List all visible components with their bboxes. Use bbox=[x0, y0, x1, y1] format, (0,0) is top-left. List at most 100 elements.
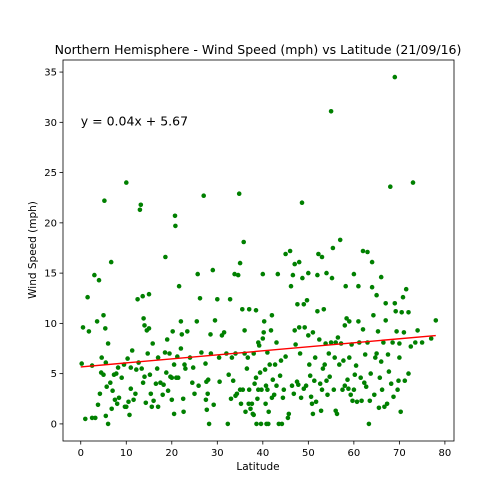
data-point bbox=[296, 325, 302, 330]
data-point bbox=[251, 412, 256, 418]
data-point bbox=[241, 239, 246, 245]
data-point bbox=[295, 302, 300, 307]
data-point bbox=[274, 340, 279, 345]
data-point bbox=[358, 375, 364, 381]
data-point bbox=[340, 387, 345, 393]
data-point bbox=[328, 109, 334, 114]
data-point bbox=[368, 371, 374, 376]
data-point bbox=[165, 388, 171, 394]
data-point bbox=[135, 297, 140, 302]
data-point bbox=[396, 378, 401, 384]
data-point bbox=[325, 392, 330, 398]
data-point bbox=[205, 391, 210, 397]
data-point bbox=[112, 397, 118, 403]
data-point bbox=[217, 379, 222, 385]
data-point bbox=[127, 412, 132, 418]
data-point bbox=[83, 416, 88, 422]
data-point bbox=[392, 301, 398, 306]
y-tick-label: 25 bbox=[44, 168, 57, 179]
data-point bbox=[248, 406, 253, 412]
data-point bbox=[210, 267, 216, 273]
data-point bbox=[263, 401, 268, 407]
data-point bbox=[312, 355, 318, 360]
y-axis-label: Wind Speed (mph) bbox=[27, 201, 39, 299]
data-point bbox=[408, 344, 414, 349]
data-point bbox=[335, 335, 341, 340]
data-point bbox=[279, 421, 285, 427]
data-point bbox=[79, 361, 84, 366]
data-point bbox=[235, 272, 241, 278]
data-point bbox=[266, 409, 272, 415]
data-point bbox=[237, 260, 243, 266]
data-point bbox=[151, 398, 156, 404]
x-tick-label: 80 bbox=[439, 448, 452, 459]
data-point bbox=[105, 341, 111, 346]
data-point bbox=[304, 298, 310, 303]
data-point bbox=[183, 366, 188, 371]
data-point bbox=[354, 399, 360, 405]
data-point bbox=[244, 366, 250, 371]
data-point bbox=[105, 421, 111, 427]
x-tick-label: 40 bbox=[256, 448, 269, 459]
data-point bbox=[359, 398, 364, 404]
data-point bbox=[262, 367, 268, 372]
data-point bbox=[296, 382, 301, 388]
data-point bbox=[176, 283, 182, 289]
data-point bbox=[225, 421, 231, 427]
data-point bbox=[190, 365, 196, 370]
data-point bbox=[278, 358, 284, 363]
data-point bbox=[385, 352, 391, 357]
data-point bbox=[288, 283, 294, 289]
y-tick-label: 5 bbox=[51, 369, 57, 380]
data-point bbox=[246, 387, 252, 393]
data-point bbox=[266, 421, 271, 427]
data-point bbox=[433, 318, 439, 323]
data-point bbox=[234, 391, 240, 397]
data-point bbox=[149, 404, 155, 410]
y-tick-label: 30 bbox=[44, 118, 57, 129]
x-tick-label: 50 bbox=[302, 448, 315, 459]
data-point bbox=[240, 307, 245, 312]
data-point bbox=[171, 411, 177, 417]
data-point bbox=[229, 355, 235, 360]
data-point bbox=[346, 386, 351, 392]
data-point bbox=[402, 378, 408, 384]
data-point bbox=[162, 350, 168, 355]
data-point bbox=[230, 378, 236, 384]
data-point bbox=[320, 366, 326, 371]
y-tick-label: 10 bbox=[44, 319, 57, 330]
data-point bbox=[332, 355, 338, 360]
data-point bbox=[252, 381, 257, 387]
data-point bbox=[167, 351, 172, 356]
data-point bbox=[371, 313, 376, 318]
data-point bbox=[141, 316, 146, 321]
data-point bbox=[375, 329, 381, 334]
data-point bbox=[275, 271, 281, 277]
data-point bbox=[285, 415, 291, 421]
x-tick-label: 70 bbox=[393, 448, 406, 459]
data-point bbox=[190, 380, 195, 386]
data-point bbox=[203, 397, 209, 403]
data-point bbox=[254, 421, 259, 427]
data-point bbox=[301, 302, 307, 307]
data-point bbox=[342, 383, 348, 389]
data-point bbox=[212, 318, 218, 323]
data-point bbox=[268, 328, 274, 333]
data-point bbox=[269, 313, 275, 318]
data-point bbox=[376, 405, 382, 411]
data-point bbox=[128, 365, 134, 370]
data-point bbox=[86, 329, 92, 334]
regression-line bbox=[80, 334, 436, 368]
y-tick-label: 0 bbox=[51, 419, 57, 430]
data-point bbox=[199, 350, 204, 355]
data-point bbox=[142, 323, 147, 328]
data-point bbox=[125, 356, 130, 361]
data-point bbox=[108, 259, 114, 265]
data-point bbox=[153, 381, 159, 387]
data-point bbox=[215, 297, 220, 302]
data-point bbox=[263, 383, 269, 389]
x-tick-label: 20 bbox=[165, 448, 178, 459]
data-point bbox=[204, 407, 210, 413]
data-point bbox=[169, 375, 175, 381]
data-point bbox=[324, 378, 329, 384]
